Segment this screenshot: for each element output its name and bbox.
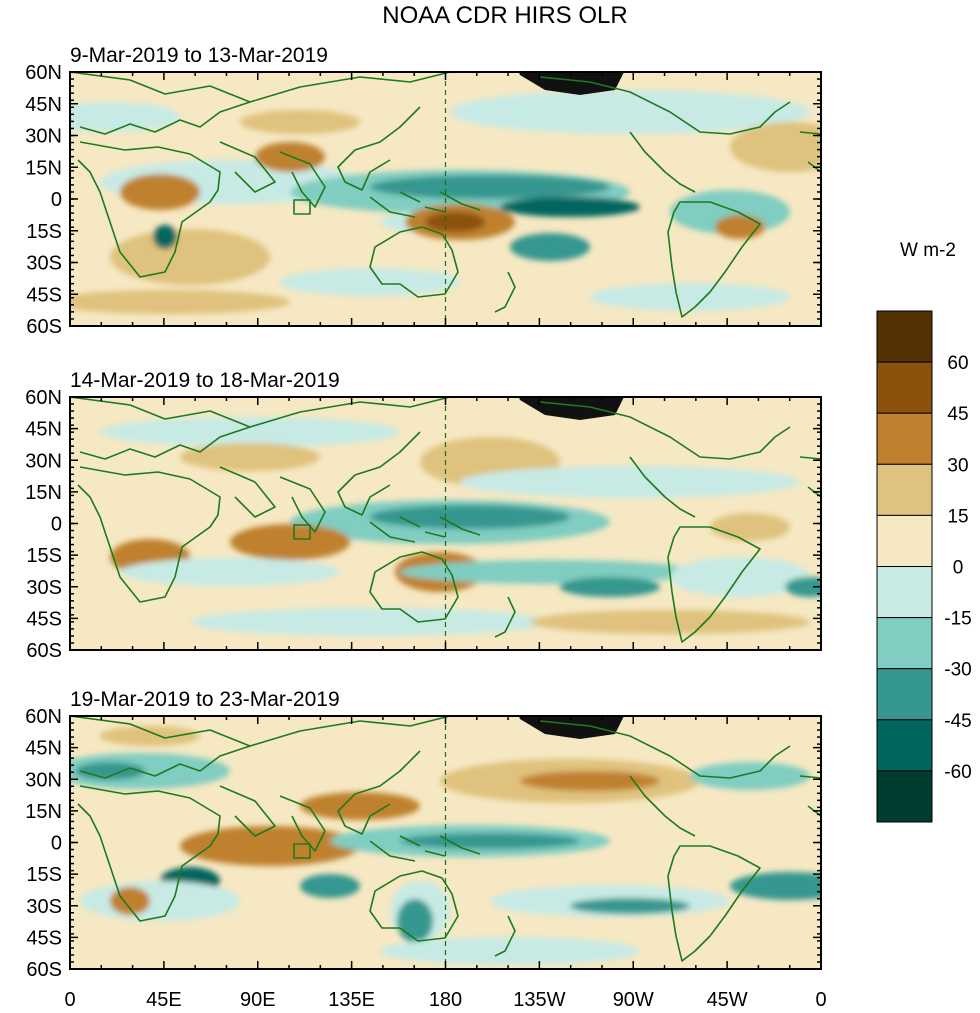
colorbar-labels: 60 45 30 15 0 -15 -30 -45 -60 xyxy=(944,353,971,783)
lon-tick-label: 90W xyxy=(613,989,654,1011)
lat-tick-label: 45N xyxy=(25,738,62,760)
lat-tick-label: 0 xyxy=(51,189,62,211)
map-panel-1 xyxy=(69,71,822,327)
lon-tick-label: 45W xyxy=(707,989,748,1011)
lat-tick-label: 60S xyxy=(26,640,62,662)
panel-3-period: 19-Mar-2019 to 23-Mar-2019 xyxy=(70,688,340,711)
colorbar-swatch xyxy=(876,310,933,363)
colorbar-level-label: 60 xyxy=(947,353,968,374)
lat-tick-label: 15N xyxy=(25,482,62,504)
panel-1-period: 9-Mar-2019 to 13-Mar-2019 xyxy=(70,44,328,67)
colorbar-level-label: -45 xyxy=(944,711,971,732)
lat-tick-label: 30S xyxy=(26,253,62,275)
lat-tick-label: 60S xyxy=(26,316,62,338)
axis-ticks xyxy=(69,71,822,970)
lat-tick-label: 45N xyxy=(25,94,62,116)
map-panel-2 xyxy=(69,396,822,651)
map-panel-3 xyxy=(69,715,822,970)
lat-tick-label: 0 xyxy=(51,833,62,855)
figure-title: NOAA CDR HIRS OLR xyxy=(382,2,627,29)
lat-tick-label: 30N xyxy=(25,450,62,472)
lat-tick-label: 15S xyxy=(26,545,62,567)
colorbar-level-label: 30 xyxy=(947,455,968,476)
colorbar xyxy=(876,310,933,823)
colorbar-swatch xyxy=(876,566,933,619)
lon-tick-label: 135E xyxy=(328,989,375,1011)
colorbar-swatch xyxy=(876,361,933,414)
lat-tick-label: 60N xyxy=(25,387,62,409)
colorbar-swatch xyxy=(876,719,933,772)
lat-tick-label: 15S xyxy=(26,864,62,886)
lat-tick-label: 30N xyxy=(25,126,62,148)
lat-tick-label: 45S xyxy=(26,284,62,306)
colorbar-swatch xyxy=(876,617,933,670)
lon-tick-label: 0 xyxy=(64,989,75,1011)
colorbar-swatch xyxy=(876,514,933,568)
colorbar-swatch xyxy=(876,463,933,516)
panel-2-period: 14-Mar-2019 to 18-Mar-2019 xyxy=(70,369,340,392)
lat-tick-label: 60N xyxy=(25,62,62,84)
lat-tick-label: 0 xyxy=(51,514,62,536)
lat-tick-label: 45N xyxy=(25,419,62,441)
colorbar-units: W m-2 xyxy=(900,240,956,261)
lat-tick-label: 60S xyxy=(26,959,62,981)
colorbar-level-label: -30 xyxy=(944,660,971,681)
lat-tick-label: 60N xyxy=(25,706,62,728)
colorbar-level-label: -60 xyxy=(944,762,971,783)
lon-tick-label: 135W xyxy=(513,989,565,1011)
colorbar-swatch xyxy=(876,412,933,465)
lon-tick-label: 90E xyxy=(240,989,276,1011)
colorbar-swatch xyxy=(876,668,933,721)
lat-tick-label: 30S xyxy=(26,896,62,918)
colorbar-level-label: 0 xyxy=(953,558,964,579)
lat-tick-label: 45S xyxy=(26,608,62,630)
lat-tick-label: 45S xyxy=(26,927,62,949)
lon-tick-label: 180 xyxy=(429,989,462,1011)
colorbar-level-label: 15 xyxy=(947,506,968,527)
colorbar-swatch xyxy=(876,770,933,823)
lon-tick-label: 45E xyxy=(146,989,182,1011)
lon-tick-label: 0 xyxy=(815,989,826,1011)
lat-tick-label: 15S xyxy=(26,221,62,243)
colorbar-level-label: 45 xyxy=(947,404,968,425)
lat-tick-label: 30N xyxy=(25,769,62,791)
lat-tick-label: 15N xyxy=(25,801,62,823)
colorbar-level-label: -15 xyxy=(944,609,971,630)
lat-tick-label: 30S xyxy=(26,577,62,599)
axis-labels: 60N 45N 30N 15N 0 15S 30S 45S 60S 60N 45N 30N 15N 0 15… xyxy=(25,62,826,1011)
lat-tick-label: 15N xyxy=(25,157,62,179)
